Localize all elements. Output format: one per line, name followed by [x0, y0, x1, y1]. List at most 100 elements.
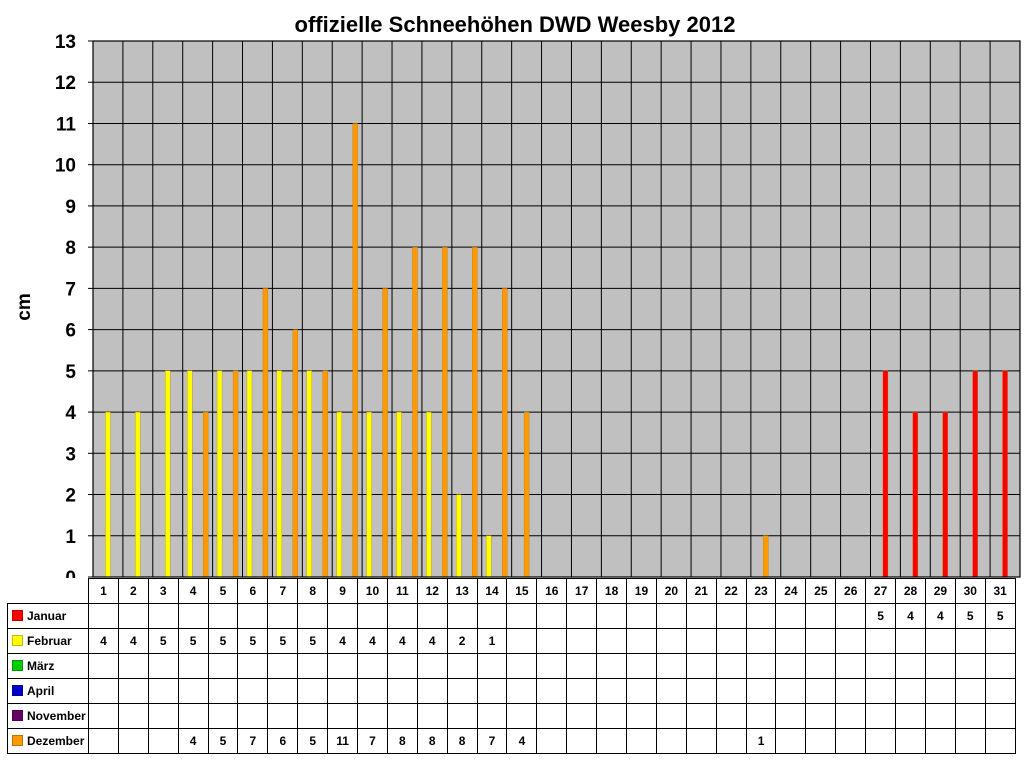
data-label — [865, 653, 897, 679]
data-label — [506, 703, 538, 729]
table-row: Januar 5 4 4 5 5 — [7, 603, 1016, 629]
bar-februar-9 — [336, 411, 342, 578]
data-label — [536, 603, 568, 629]
table-row: November — [7, 703, 1016, 729]
data-label — [207, 703, 239, 729]
bar-februar-6 — [246, 370, 253, 578]
legend-label: Februar — [27, 634, 72, 648]
data-label — [297, 653, 329, 679]
data-label — [805, 653, 837, 679]
data-label — [626, 603, 657, 629]
data-label: 8 — [386, 728, 418, 754]
data-label — [117, 703, 149, 729]
data-label — [267, 653, 299, 679]
x-tick-label: 2 — [117, 578, 149, 604]
data-label — [924, 653, 956, 679]
data-label — [954, 703, 986, 729]
data-label — [655, 628, 687, 654]
data-label — [566, 703, 598, 729]
x-tick-label: 10 — [357, 578, 388, 604]
y-tick-label: 4 — [65, 403, 76, 424]
data-label — [566, 653, 598, 679]
data-label — [715, 703, 747, 729]
data-label — [924, 678, 956, 704]
x-tick-label: 5 — [207, 578, 239, 604]
data-label — [596, 653, 628, 679]
data-label — [446, 653, 478, 679]
data-label — [88, 603, 119, 629]
data-label — [745, 628, 777, 654]
data-label — [954, 728, 986, 754]
bar-februar-8 — [306, 370, 312, 578]
bar-dezember-11 — [412, 247, 418, 578]
bar-dezember-9 — [352, 123, 358, 578]
x-tick-label: 3 — [147, 578, 179, 604]
y-tick-label: 12 — [55, 73, 76, 94]
data-label — [267, 678, 299, 704]
data-label — [327, 678, 359, 704]
plot-border — [92, 40, 1021, 578]
bar-dezember-12 — [442, 247, 448, 578]
data-label — [805, 628, 837, 654]
data-label — [536, 678, 568, 704]
data-label — [775, 603, 807, 629]
x-tick-label: 24 — [775, 578, 807, 604]
data-label — [476, 678, 508, 704]
data-label — [655, 678, 687, 704]
data-label — [207, 653, 239, 679]
data-label — [566, 678, 598, 704]
legend-label: März — [27, 659, 55, 673]
data-label — [416, 703, 448, 729]
table-row: April — [7, 678, 1016, 704]
table-row: März — [7, 653, 1016, 679]
bar-januar-28 — [912, 411, 918, 578]
table-corner — [8, 579, 89, 604]
data-label — [506, 628, 538, 654]
data-label: 6 — [267, 728, 299, 754]
data-label — [715, 603, 747, 629]
legend-entry: Januar — [7, 603, 89, 629]
data-label — [865, 728, 897, 754]
data-label: 7 — [357, 728, 388, 754]
data-label — [117, 603, 149, 629]
x-tick-label: 30 — [954, 578, 986, 604]
x-tick-label: 20 — [655, 578, 687, 604]
y-tick-label: 5 — [65, 362, 76, 383]
bar-dezember-7 — [292, 329, 299, 578]
data-label — [147, 728, 179, 754]
data-label — [805, 703, 837, 729]
bar-januar-27 — [882, 370, 889, 578]
legend-entry: November — [7, 703, 89, 729]
data-label — [386, 678, 418, 704]
data-label — [386, 703, 418, 729]
data-label — [954, 678, 986, 704]
data-label — [506, 678, 538, 704]
y-tick-label: 7 — [65, 279, 76, 300]
x-tick-label: 22 — [715, 578, 747, 604]
data-label — [357, 703, 388, 729]
data-label — [446, 603, 478, 629]
x-tick-label: 28 — [895, 578, 926, 604]
x-tick-label: 11 — [386, 578, 418, 604]
data-label — [984, 628, 1016, 654]
legend-swatch — [12, 660, 23, 671]
data-label — [835, 703, 867, 729]
legend-entry: April — [7, 678, 89, 704]
bar-dezember-6 — [262, 288, 269, 578]
data-label — [895, 703, 926, 729]
x-tick-label: 4 — [177, 578, 209, 604]
data-label: 4 — [924, 603, 956, 629]
data-label — [147, 703, 179, 729]
data-label — [446, 678, 478, 704]
x-tick-label: 14 — [476, 578, 508, 604]
legend-label: Januar — [27, 609, 67, 623]
y-tick-label: 3 — [65, 444, 76, 465]
data-label — [655, 703, 687, 729]
data-label — [88, 728, 119, 754]
data-label — [775, 678, 807, 704]
x-tick-label: 19 — [626, 578, 657, 604]
data-label: 2 — [446, 628, 478, 654]
data-label — [147, 603, 179, 629]
data-label — [805, 603, 837, 629]
data-label — [655, 603, 687, 629]
